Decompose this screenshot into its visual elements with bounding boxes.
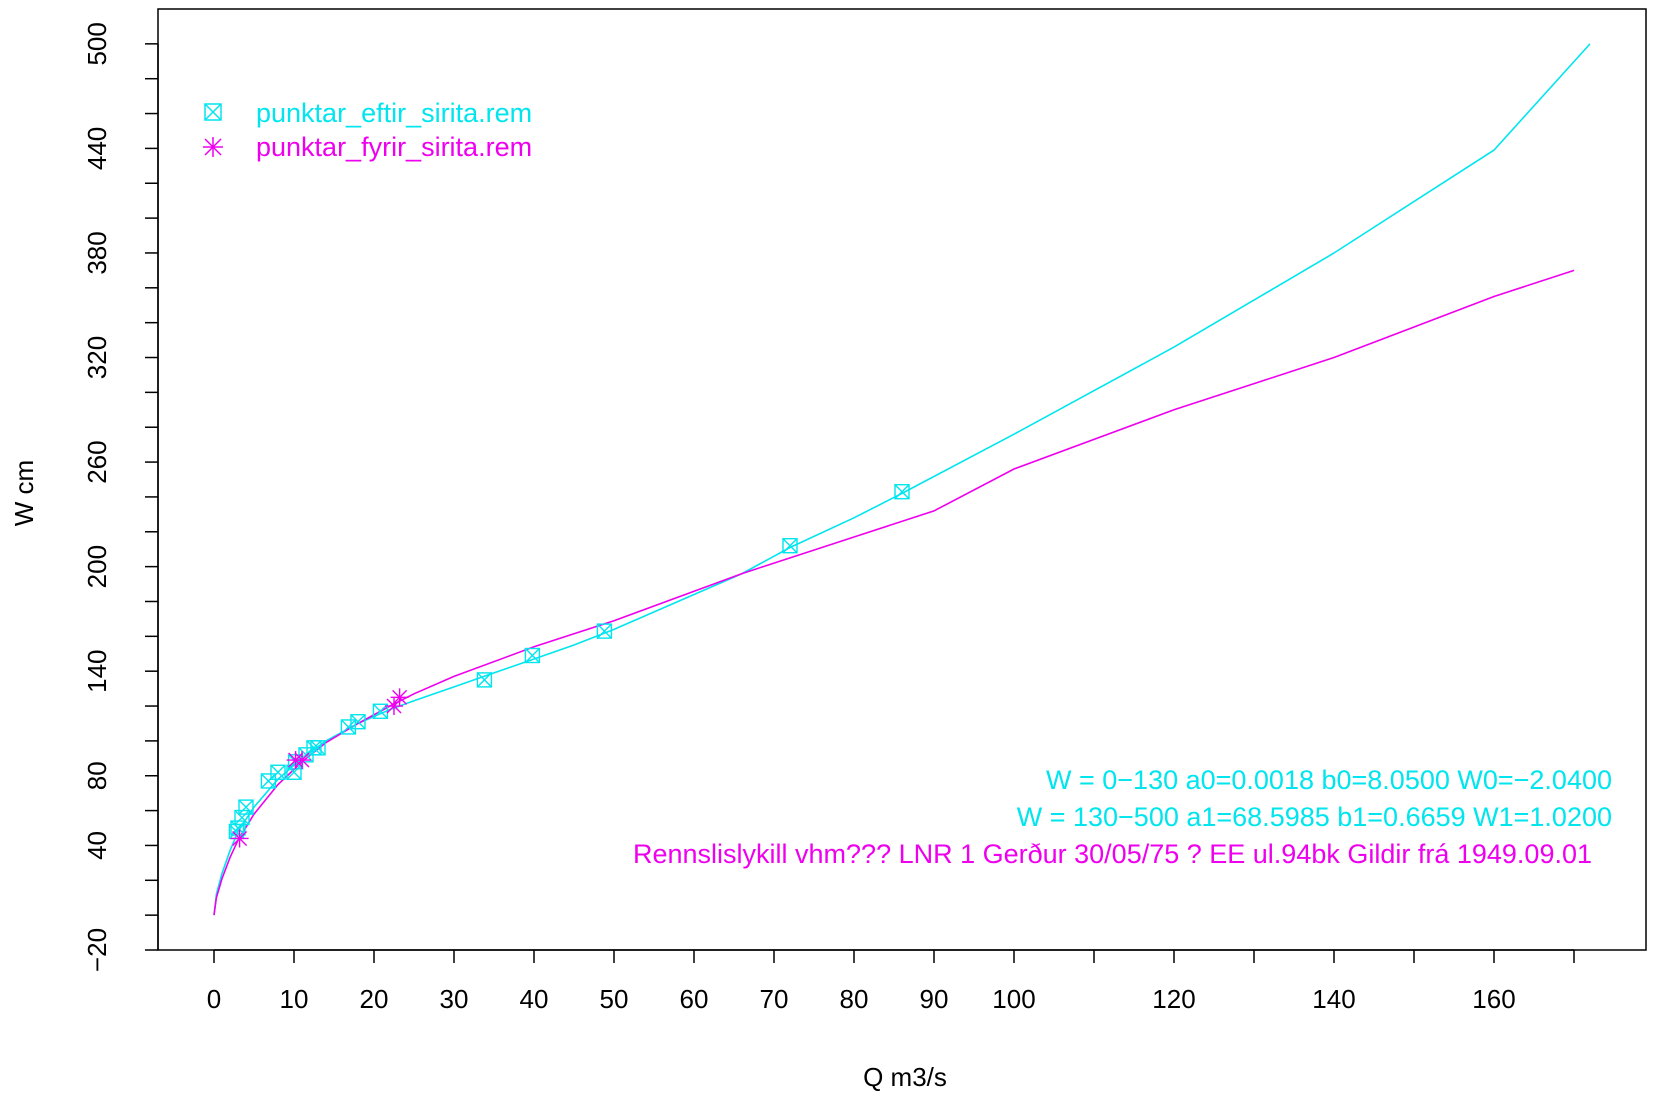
x-tick-label: 120 (1152, 984, 1195, 1014)
y-axis: −20 40 80 140 200 260 320 380 440 500 (82, 22, 159, 972)
x-tick-label: 70 (760, 984, 789, 1014)
point-eftir (350, 714, 366, 730)
x-tick-label: 30 (440, 984, 469, 1014)
x-axis: 0 10 20 30 40 50 60 70 80 90 100 120 140 160 (207, 949, 1575, 1014)
x-tick-label: 40 (520, 984, 549, 1014)
point-eftir (340, 719, 357, 735)
curve-fyrir (213, 269, 1575, 916)
x-tick-label: 140 (1312, 984, 1355, 1014)
point-fyrir (390, 688, 409, 707)
x-tick-label: 50 (600, 984, 629, 1014)
annotation-range-low: W = 0−130 a0=0.0018 b0=8.0500 W0=−2.0400 (1046, 765, 1612, 795)
legend: punktar_eftir_sirita.rem punktar_fyrir_s… (203, 98, 532, 162)
y-tick-label: 440 (82, 127, 112, 170)
point-eftir (524, 647, 541, 664)
x-tick-label: 80 (840, 984, 869, 1014)
y-tick-label: 140 (82, 649, 112, 692)
annotation-curve-info: Rennslislykill vhm??? LNR 1 Gerður 30/05… (633, 839, 1592, 869)
x-tick-label: 160 (1472, 984, 1515, 1014)
point-eftir (310, 740, 326, 756)
x-tick-label: 60 (680, 984, 709, 1014)
point-eftir (894, 483, 910, 500)
y-tick-label: 500 (82, 22, 112, 65)
x-tick-label: 100 (992, 984, 1035, 1014)
annotation-range-high: W = 130−500 a1=68.5985 b1=0.6659 W1=1.02… (1017, 802, 1612, 832)
x-tick-label: 10 (280, 984, 309, 1014)
x-tick-label: 90 (920, 984, 949, 1014)
x-axis-title: Q m3/s (863, 1062, 947, 1092)
y-tick-label: 200 (82, 545, 112, 588)
y-tick-label: 40 (82, 831, 112, 860)
x-tick-label: 20 (360, 984, 389, 1014)
measurement-points (228, 483, 910, 848)
y-tick-label: −20 (82, 928, 112, 972)
legend-label-fyrir: punktar_fyrir_sirita.rem (256, 132, 532, 162)
curve-parameters: W = 0−130 a0=0.0018 b0=8.0500 W0=−2.0400… (633, 765, 1612, 869)
legend-marker-asterisk (203, 137, 223, 157)
y-tick-label: 260 (82, 440, 112, 483)
point-eftir (782, 538, 798, 554)
point-eftir (476, 672, 493, 688)
legend-marker-boxed-x (204, 103, 222, 121)
point-eftir (270, 764, 286, 780)
y-tick-label: 320 (82, 336, 112, 379)
point-fyrir (230, 829, 249, 848)
legend-label-eftir: punktar_eftir_sirita.rem (256, 98, 532, 128)
y-tick-label: 80 (82, 761, 112, 790)
y-tick-label: 380 (82, 231, 112, 274)
y-axis-title: W cm (9, 460, 39, 526)
point-eftir (238, 799, 254, 815)
x-tick-label: 0 (207, 984, 221, 1014)
point-fyrir (293, 751, 311, 770)
legend-item-fyrir: punktar_fyrir_sirita.rem (203, 132, 532, 162)
point-eftir (596, 623, 613, 639)
legend-item-eftir: punktar_eftir_sirita.rem (204, 98, 532, 128)
